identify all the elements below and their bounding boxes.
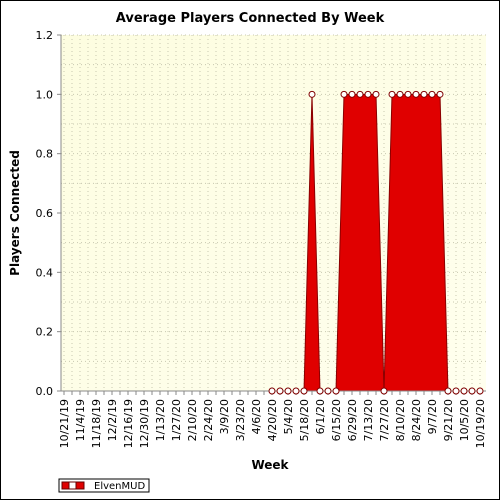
x-tick-label: 2/24/20 (202, 399, 215, 441)
legend: ElvenMUD (58, 478, 150, 493)
y-tick-label: 0.6 (36, 207, 54, 220)
data-point (292, 387, 300, 395)
x-tick-label: 9/21/20 (442, 399, 455, 441)
x-axis-label: Week (251, 458, 289, 472)
x-tick-label: 12/16/19 (122, 399, 135, 448)
y-tick-label: 0.0 (36, 385, 54, 398)
data-point (316, 387, 324, 395)
data-point (308, 90, 316, 98)
y-axis-ticks: 0.0 0.2 0.4 0.6 0.8 1.0 1.2 (36, 29, 61, 398)
y-tick-label: 1.2 (36, 29, 54, 42)
x-tick-label: 8/10/20 (394, 399, 407, 441)
x-tick-label: 12/30/19 (138, 399, 151, 448)
data-point (324, 387, 332, 395)
x-tick-label: 4/6/20 (250, 399, 263, 434)
x-tick-label: 6/29/20 (346, 399, 359, 441)
data-point (436, 90, 444, 98)
data-point (348, 90, 356, 98)
chart-title: Average Players Connected By Week (116, 11, 385, 26)
series-points (268, 90, 484, 395)
data-point (388, 90, 396, 98)
data-point (276, 387, 284, 395)
x-tick-label: 9/7/20 (426, 399, 439, 434)
data-point (396, 90, 404, 98)
data-point (476, 387, 484, 395)
y-axis-label: Players Connected (8, 150, 22, 276)
data-point (284, 387, 292, 395)
x-tick-label: 1/13/20 (154, 399, 167, 441)
x-tick-label: 10/21/19 (58, 399, 71, 448)
x-tick-label: 3/23/20 (234, 399, 247, 441)
x-tick-label: 5/4/20 (282, 399, 295, 434)
y-tick-label: 0.8 (36, 148, 54, 161)
x-tick-label: 11/18/19 (90, 399, 103, 448)
x-tick-label: 1/27/20 (170, 399, 183, 441)
x-tick-label: 7/13/20 (362, 399, 375, 441)
x-axis-ticks: 10/21/19 11/4/19 11/18/19 12/2/19 12/16/19 12… (58, 391, 487, 448)
data-point (460, 387, 468, 395)
data-point (356, 90, 364, 98)
legend-entry-elvenmud: ElvenMUD (94, 481, 145, 492)
x-tick-label: 7/27/20 (378, 399, 391, 441)
y-tick-label: 1.0 (36, 88, 54, 101)
data-point (420, 90, 428, 98)
x-tick-label: 2/10/20 (186, 399, 199, 441)
data-point (444, 387, 452, 395)
data-point (468, 387, 476, 395)
x-tick-label: 4/20/20 (266, 399, 279, 441)
data-point (428, 90, 436, 98)
x-tick-label: 5/18/20 (298, 399, 311, 441)
y-tick-label: 0.4 (36, 266, 54, 279)
x-tick-label: 10/5/20 (458, 399, 471, 441)
data-point (452, 387, 460, 395)
x-tick-label: 6/15/20 (330, 399, 343, 441)
x-tick-label: 11/4/19 (74, 399, 87, 441)
data-point (332, 387, 340, 395)
x-tick-label: 12/2/19 (106, 399, 119, 441)
data-point (340, 90, 348, 98)
x-tick-label: 10/19/20 (474, 399, 487, 448)
data-point (364, 90, 372, 98)
x-tick-label: 3/9/20 (218, 399, 231, 434)
data-point (300, 387, 308, 395)
y-tick-label: 0.2 (36, 326, 54, 339)
data-point (268, 387, 276, 395)
data-point (380, 387, 388, 395)
x-tick-label: 8/24/20 (410, 399, 423, 441)
x-tick-label: 6/1/20 (314, 399, 327, 434)
legend-marker (68, 481, 77, 490)
data-point (404, 90, 412, 98)
data-point (412, 90, 420, 98)
data-point (372, 90, 380, 98)
